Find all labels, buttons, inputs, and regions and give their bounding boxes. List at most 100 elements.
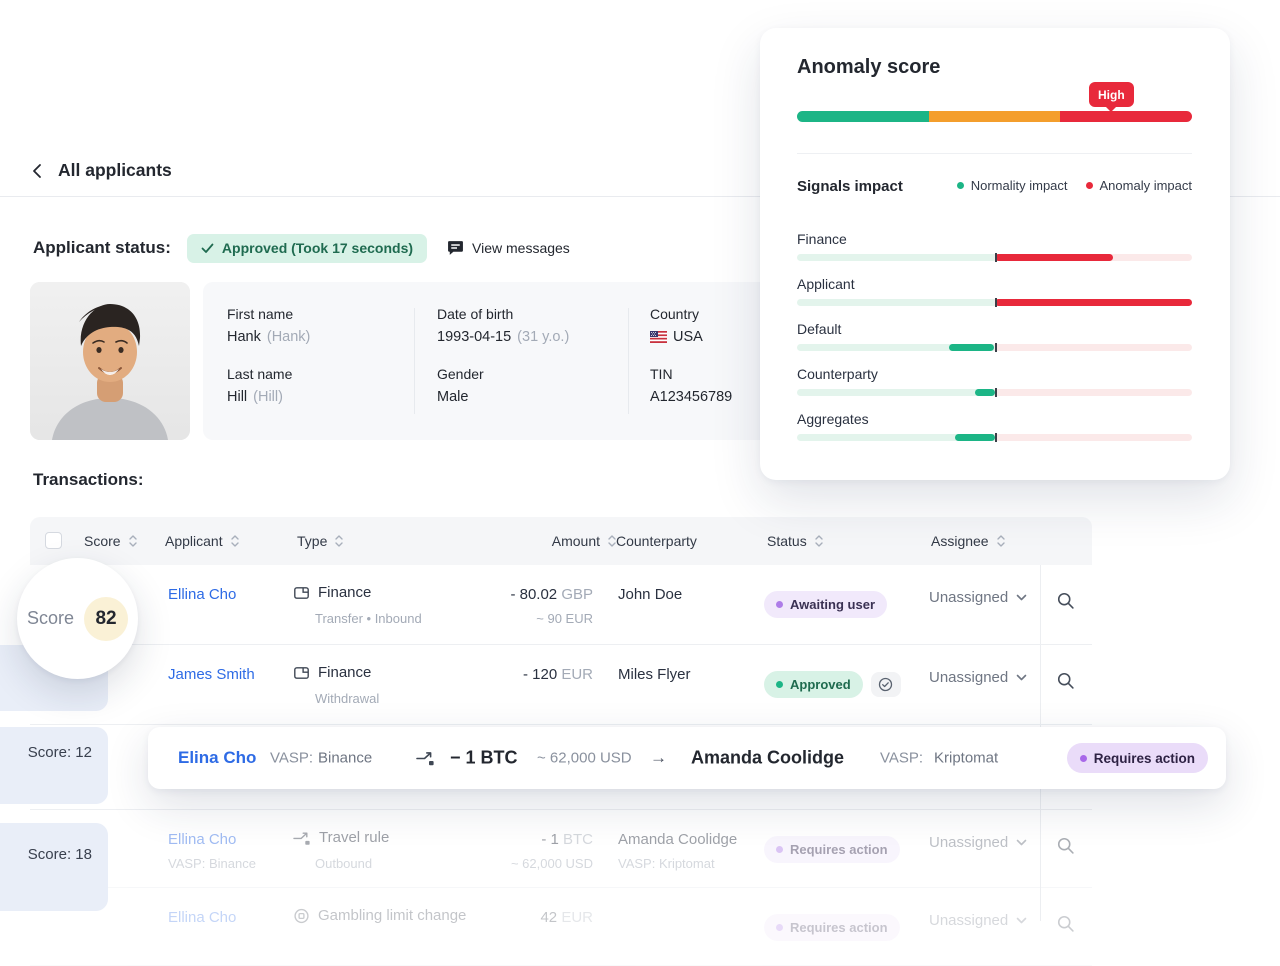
us-flag-icon <box>650 331 667 343</box>
score-bubble: Score 82 <box>17 558 138 679</box>
column-header-score[interactable]: Score <box>84 517 139 565</box>
score-bubble-label: Score <box>26 608 75 628</box>
column-header-label: Amount <box>551 533 600 549</box>
legend-label: Anomaly impact <box>1099 178 1192 193</box>
column-header-counterparty: Counterparty <box>616 517 697 565</box>
profile-field-date-of-birth: Date of birth 1993-04-15 (31 y.o.) <box>437 306 627 346</box>
transactions-title: Transactions: <box>33 470 144 489</box>
column-header-amount[interactable]: Amount <box>552 517 618 565</box>
chat-icon <box>447 240 464 256</box>
gauge-segment-low <box>797 111 929 122</box>
chevron-left-icon <box>32 163 42 179</box>
chevron-down-icon <box>1015 671 1028 684</box>
callout-amount: − 1 BTC <box>450 747 518 768</box>
signal-label: Aggregates <box>797 411 869 427</box>
applicant-status-row: Applicant status: Approved (Took 17 seco… <box>33 233 570 263</box>
applicant-link[interactable]: Ellina Cho <box>168 909 237 926</box>
score-chip-label: Score: 12 <box>27 744 92 761</box>
callout-status-badge: Requires action <box>1066 743 1208 773</box>
signal-bar-applicant <box>797 298 1192 307</box>
callout-to-vasp-value: Kriptomat <box>934 749 999 767</box>
assignee-label: Unassigned <box>929 834 1009 851</box>
transaction-type-sub: Transfer • Inbound <box>315 611 422 626</box>
signal-fill <box>949 344 995 351</box>
table-row: Ellina Cho Gambling limit change 42 EUR Req… <box>30 888 1092 966</box>
divider <box>797 153 1192 154</box>
status-label: Requires action <box>790 842 888 857</box>
score-chip: Score: 12 <box>0 727 108 804</box>
column-header-label: Counterparty <box>616 533 697 549</box>
status-cell: Approved <box>764 671 901 698</box>
approve-check-button[interactable] <box>870 672 901 697</box>
amount-currency: EUR <box>561 909 593 926</box>
signal-label: Counterparty <box>797 366 878 382</box>
callout-to-name: Amanda Coolidge <box>691 747 845 768</box>
search-transaction-button[interactable] <box>1056 671 1075 690</box>
sort-icon <box>229 534 241 548</box>
view-messages-button[interactable]: View messages <box>447 240 570 256</box>
transaction-amount: 42 EUR <box>540 909 593 926</box>
counterparty-name: Amanda Coolidge <box>618 831 738 848</box>
assignee-dropdown[interactable]: Unassigned <box>929 669 1028 686</box>
table-row: Ellina Cho VASP: Binance Travel rule Outbou… <box>30 810 1092 888</box>
field-label: Gender <box>437 366 484 382</box>
back-link[interactable]: All applicants <box>32 160 172 181</box>
applicant-link[interactable]: Ellina Cho <box>168 586 237 603</box>
field-value-text: Hank <box>227 329 261 345</box>
applicant-link[interactable]: Ellina Cho <box>168 831 237 848</box>
score-chip-label: Score: 18 <box>27 846 92 863</box>
anomaly-title: Anomaly score <box>797 56 941 78</box>
column-header-label: Assignee <box>931 533 989 549</box>
field-value-text: Male <box>437 389 469 405</box>
search-transaction-button[interactable] <box>1056 591 1075 610</box>
signal-bar-default <box>797 343 1192 352</box>
gamble-icon <box>293 908 310 924</box>
counterparty-name: Miles Flyer <box>618 666 691 683</box>
field-value-text: USA <box>673 329 703 345</box>
column-header-label: Status <box>767 533 807 549</box>
gauge-segment-medium <box>928 111 1061 122</box>
field-value: Hill (Hill) <box>227 388 417 406</box>
search-transaction-button[interactable] <box>1056 914 1075 933</box>
assignee-dropdown[interactable]: Unassigned <box>929 834 1028 851</box>
field-value-note: (Hill) <box>253 389 283 405</box>
field-value-text: A123456789 <box>650 389 733 405</box>
wallet-icon <box>293 665 310 681</box>
anomaly-score-card: Anomaly score High Signals impact Normal… <box>760 28 1230 480</box>
column-header-applicant[interactable]: Applicant <box>165 517 241 565</box>
chevron-down-icon <box>1015 591 1028 604</box>
amount-value: - 80.02 <box>510 586 562 603</box>
amount-currency: GBP <box>561 586 593 603</box>
signal-center-tick <box>994 253 997 262</box>
column-header-status[interactable]: Status <box>767 517 825 565</box>
assignee-label: Unassigned <box>929 589 1009 606</box>
status-badge: Awaiting user <box>764 591 888 618</box>
arrow-right-icon: → <box>650 748 667 767</box>
applicant-link[interactable]: James Smith <box>168 666 255 683</box>
search-transaction-button[interactable] <box>1056 836 1075 855</box>
profile-field-tin: TIN A123456789 <box>650 366 840 406</box>
status-dot <box>776 846 783 853</box>
sort-icon <box>813 534 825 548</box>
gauge-segment-high <box>1060 111 1192 122</box>
applicant-sub: VASP: Binance <box>168 856 256 871</box>
profile-field-country: Country USA <box>650 306 840 346</box>
applicant-status-label: Applicant status: <box>33 238 171 257</box>
field-label: Last name <box>227 366 293 382</box>
column-header-assignee[interactable]: Assignee <box>931 517 1007 565</box>
select-all-checkbox[interactable] <box>45 532 62 549</box>
column-header-label: Applicant <box>165 533 223 549</box>
field-value: USA <box>650 328 840 346</box>
field-value: Male <box>437 388 627 406</box>
transaction-type-label: Travel rule <box>319 829 390 846</box>
signal-center-tick <box>994 433 997 442</box>
callout-from-vasp-label: VASP: <box>270 749 314 767</box>
status-label: Approved <box>790 677 851 692</box>
callout-from-link[interactable]: Elina Cho <box>178 748 257 767</box>
transaction-amount: - 120 EUR <box>523 666 593 683</box>
assignee-dropdown[interactable]: Unassigned <box>929 589 1028 606</box>
transaction-type-sub: Outbound <box>315 856 373 871</box>
column-header-type[interactable]: Type <box>297 517 345 565</box>
field-value-note: (Hank) <box>266 329 311 345</box>
score-bubble-value: 82 <box>84 596 129 641</box>
